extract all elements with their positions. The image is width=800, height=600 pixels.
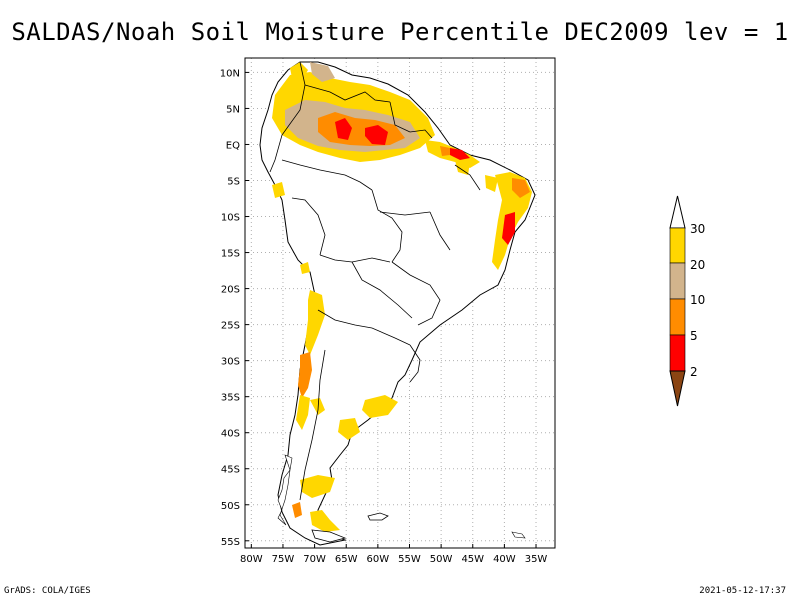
patch-patagonia-2	[310, 510, 340, 532]
lat-tick-label: 45S	[221, 465, 240, 476]
colorbar-segment-20-30	[669, 227, 686, 264]
lon-tick-label: 75W	[272, 554, 295, 565]
lat-tick-label: 5S	[227, 177, 240, 188]
chile-fjords	[277, 454, 293, 526]
colorbar-segment-2-5	[669, 334, 686, 372]
patch-amazon-mouth-orange	[440, 146, 450, 156]
colorbar-label-2: 2	[690, 365, 698, 379]
footer-credit: GrADS: COLA/IGES	[4, 586, 91, 596]
lon-tick-label: 35W	[525, 554, 548, 565]
lat-tick-label: 25S	[221, 321, 240, 332]
patch-guyana-red-2	[365, 125, 388, 145]
lon-tick-label: 70W	[303, 554, 326, 565]
page-title: SALDAS/Noah Soil Moisture Percentile DEC…	[11, 18, 789, 46]
patch-east-brazil-red	[502, 212, 515, 245]
colorbar-label-10: 10	[690, 293, 705, 307]
patch-argentina-coast	[338, 418, 360, 440]
lon-tick-label: 55W	[398, 554, 421, 565]
lat-tick-label: 35S	[221, 393, 240, 404]
patch-inland-3	[485, 175, 498, 192]
axis-labels: 10N 5N EQ 5S 10S 15S 20S 25S 30S 35S 40S 45S 50S 55S8…	[220, 68, 548, 565]
patch-chile-south	[296, 395, 310, 430]
lat-tick-label: 30S	[221, 357, 240, 368]
lon-tick-label: 50W	[430, 554, 453, 565]
colorbar-label-5: 5	[690, 329, 698, 343]
lat-tick-label: 40S	[221, 429, 240, 440]
lat-tick-label: 10N	[220, 68, 240, 79]
small-island	[511, 531, 526, 539]
patch-amazon-mouth-red	[450, 148, 470, 160]
colorbar-top-triangle	[669, 195, 686, 229]
lon-tick-label: 65W	[335, 554, 358, 565]
patch-inland-4	[300, 262, 310, 274]
patch-colombia-north	[290, 62, 308, 80]
tierra-del-fuego	[311, 529, 347, 543]
lat-tick-label: 55S	[221, 537, 240, 548]
patch-inland-1	[272, 182, 285, 198]
patch-patagonia-orange	[292, 502, 302, 518]
patch-venezuela	[310, 62, 335, 82]
patch-argentina-mid	[310, 398, 325, 415]
colorbar-segment-5-10	[669, 298, 686, 336]
patch-guyana-red	[335, 118, 352, 140]
lat-tick-label: 15S	[221, 249, 240, 260]
patch-patagonia-1	[300, 475, 335, 498]
patch-chile-central	[298, 352, 312, 398]
lon-tick-label: 45W	[461, 554, 484, 565]
lon-tick-label: 60W	[367, 554, 390, 565]
lat-tick-label: 5N	[226, 104, 240, 115]
lat-tick-label: EQ	[226, 140, 240, 151]
colorbar-bottom-triangle	[669, 370, 686, 407]
lat-tick-label: 20S	[221, 285, 240, 296]
colorbar: 30 20 10 5 2	[669, 195, 705, 407]
footer-timestamp: 2021-05-12-17:37	[699, 586, 786, 596]
lat-tick-label: 50S	[221, 501, 240, 512]
map-frame	[244, 57, 556, 549]
lat-tick-label: 10S	[221, 213, 240, 224]
south-america-outline	[259, 61, 536, 546]
country-borders	[269, 61, 481, 501]
colorbar-label-30: 30	[690, 222, 705, 236]
falkland-islands	[367, 512, 389, 521]
lon-tick-label: 80W	[240, 554, 263, 565]
lon-tick-label: 40W	[493, 554, 516, 565]
patch-east-brazil-orange	[512, 178, 530, 198]
dry-patches	[272, 62, 532, 532]
patch-buenos-aires	[362, 395, 398, 418]
patch-chile-north	[305, 290, 325, 355]
patch-inland-2	[455, 160, 470, 175]
colorbar-label-20: 20	[690, 258, 705, 272]
colorbar-segment-10-20	[669, 262, 686, 300]
